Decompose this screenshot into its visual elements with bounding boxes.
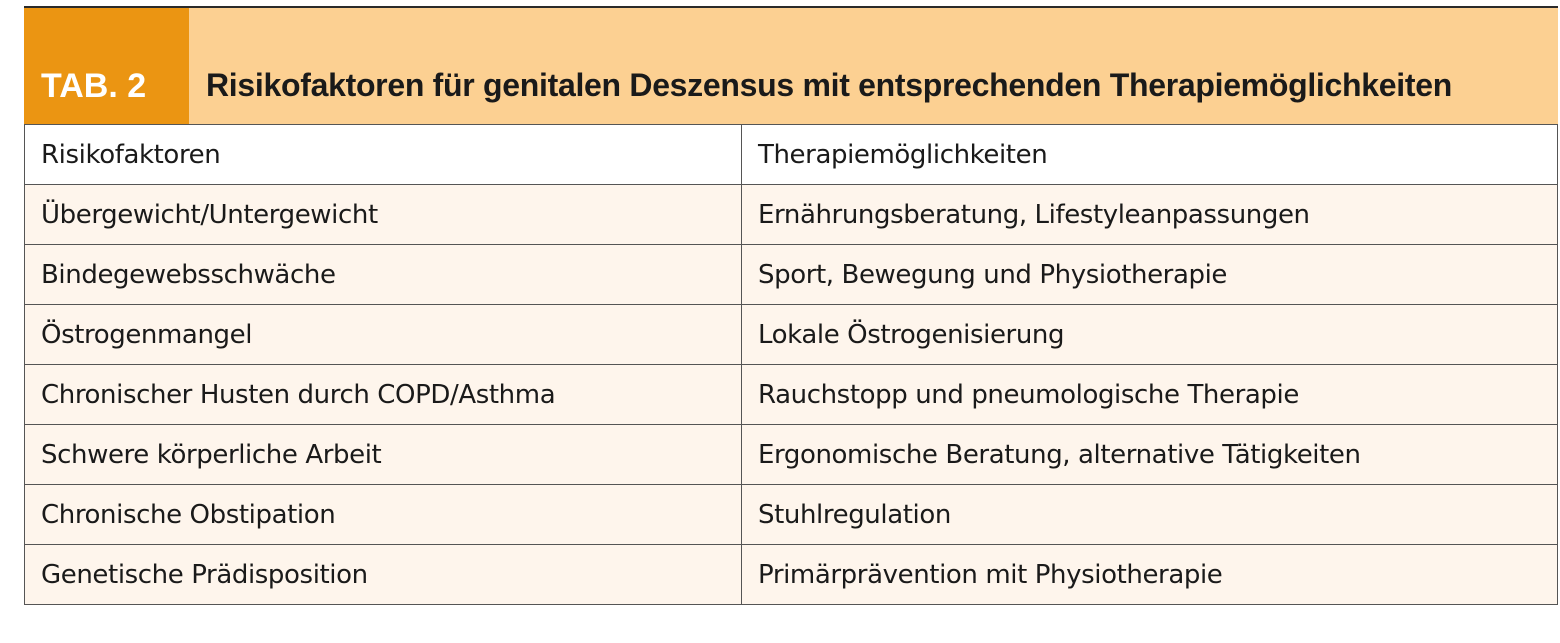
therapy-cell: Sport, Bewegung und Physiotherapie [741, 244, 1558, 305]
table-container: TAB. 2 Risikofaktoren für genitalen Desz… [24, 6, 1558, 605]
column-header-row: Risikofaktoren Therapiemöglichkeiten [24, 124, 1558, 185]
table-row: Übergewicht/Untergewicht Ernährungsberat… [24, 184, 1558, 245]
risk-factor-table: Risikofaktoren Therapiemöglichkeiten Übe… [24, 124, 1558, 605]
table-row: Bindegewebsschwäche Sport, Bewegung und … [24, 244, 1558, 305]
therapy-cell: Lokale Östrogenisierung [741, 304, 1558, 365]
column-header-risk-factors: Risikofaktoren [24, 124, 742, 185]
therapy-cell: Ergonomische Beratung, alternative Tätig… [741, 424, 1558, 485]
risk-factor-cell: Chronischer Husten durch COPD/Asthma [24, 364, 742, 425]
risk-factor-cell: Genetische Prädisposition [24, 544, 742, 605]
table-heading: TAB. 2 Risikofaktoren für genitalen Desz… [24, 6, 1558, 124]
table-row: Genetische Prädisposition Primärpräventi… [24, 544, 1558, 605]
risk-factor-cell: Übergewicht/Untergewicht [24, 184, 742, 245]
therapy-cell: Stuhlregulation [741, 484, 1558, 545]
table-row: Schwere körperliche Arbeit Ergonomische … [24, 424, 1558, 485]
table-row: Östrogenmangel Lokale Östrogenisierung [24, 304, 1558, 365]
risk-factor-cell: Östrogenmangel [24, 304, 742, 365]
column-header-therapy-options: Therapiemöglichkeiten [741, 124, 1558, 185]
therapy-cell: Ernährungsberatung, Lifestyleanpassungen [741, 184, 1558, 245]
table-number-label: TAB. 2 [24, 8, 189, 124]
therapy-cell: Primärprävention mit Physiotherapie [741, 544, 1558, 605]
therapy-cell: Rauchstopp und pneumologische Therapie [741, 364, 1558, 425]
risk-factor-cell: Bindegewebsschwäche [24, 244, 742, 305]
risk-factor-cell: Chronische Obstipation [24, 484, 742, 545]
table-row: Chronische Obstipation Stuhlregulation [24, 484, 1558, 545]
risk-factor-cell: Schwere körperliche Arbeit [24, 424, 742, 485]
table-title: Risikofaktoren für genitalen Deszensus m… [189, 8, 1558, 124]
table-row: Chronischer Husten durch COPD/Asthma Rau… [24, 364, 1558, 425]
